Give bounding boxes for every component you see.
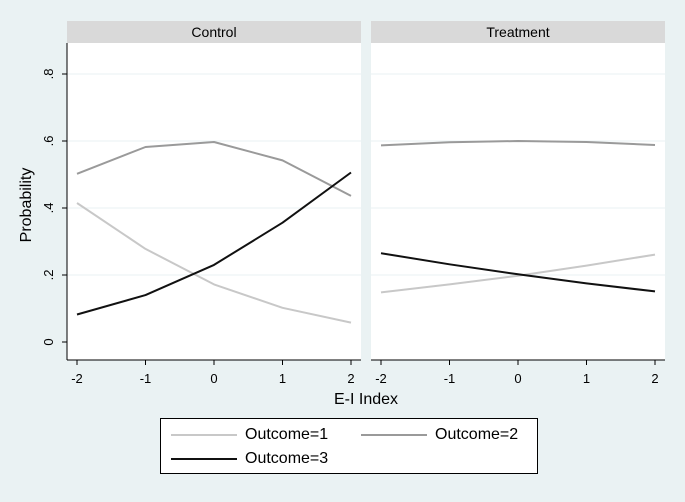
legend-label-outcome-2: Outcome=2 (435, 426, 519, 443)
legend-label-outcome-1: Outcome=1 (245, 426, 329, 443)
legend-item-outcome-1: Outcome=1 (171, 426, 328, 444)
legend-label-outcome-3: Outcome=3 (245, 450, 329, 467)
series-line-1-1 (380, 140, 656, 147)
series-line-0-1 (76, 141, 352, 197)
series-line-1-0 (380, 253, 656, 294)
legend-item-outcome-3: Outcome=3 (171, 450, 328, 468)
y-tick-label-3: .6 (41, 136, 56, 147)
x-tick-label-1-4: 2 (651, 371, 658, 386)
x-axis-title: E-I Index (334, 391, 398, 408)
x-tick-label-1-2: 0 (514, 371, 521, 386)
plot-area-1 (371, 43, 665, 360)
panel-title-0: Control (191, 24, 236, 40)
x-tick-label-1-0: -2 (375, 371, 387, 386)
legend-swatch-outcome-3 (171, 458, 237, 460)
y-tick-label-0: 0 (41, 338, 56, 345)
x-tick-label-0-3: 1 (279, 371, 286, 386)
plot-area-0 (67, 43, 361, 360)
series-line-0-0 (76, 202, 352, 324)
legend: Outcome=1 Outcome=2 Outcome=3 (160, 418, 538, 474)
x-tick-label-1-1: -1 (444, 371, 456, 386)
x-tick-label-1-3: 1 (583, 371, 590, 386)
series-line-1-2 (380, 252, 656, 293)
y-axis-title: Probability (18, 168, 35, 243)
series-line-0-2 (76, 171, 352, 316)
x-tick-label-0-2: 0 (210, 371, 217, 386)
panel-header-1 (371, 21, 665, 43)
y-tick-label-1: .2 (41, 270, 56, 281)
y-tick-label-2: .4 (41, 203, 56, 214)
legend-item-outcome-2: Outcome=2 (361, 426, 518, 444)
panel-title-1: Treatment (486, 24, 549, 40)
x-tick-label-0-0: -2 (71, 371, 83, 386)
legend-swatch-outcome-1 (171, 434, 237, 436)
legend-swatch-outcome-2 (361, 434, 427, 436)
x-tick-label-0-1: -1 (140, 371, 152, 386)
x-tick-label-0-4: 2 (347, 371, 354, 386)
y-tick-label-4: .8 (41, 69, 56, 80)
panel-header-0 (67, 21, 361, 43)
